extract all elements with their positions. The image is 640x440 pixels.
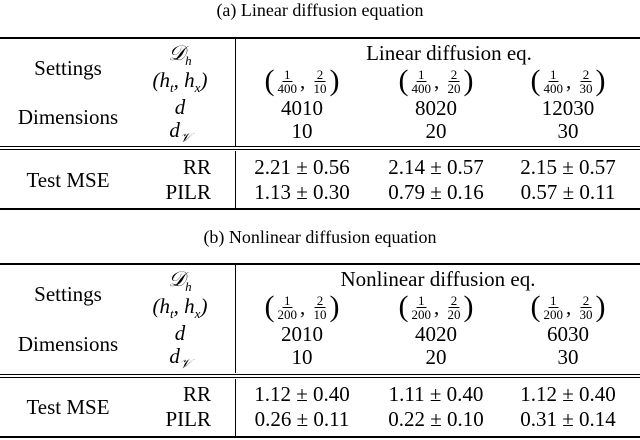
table-b-dimensions-label: Dimensions bbox=[17, 332, 119, 356]
table-a-vertical-rule bbox=[235, 39, 236, 147]
table-a-sym-d: d bbox=[174, 95, 186, 119]
table-a-pilr-col-2: 0.79 ± 0.16 bbox=[388, 180, 484, 204]
table-b-sym-hthx: (ht, hx) bbox=[152, 294, 208, 322]
table-b-col-3-dV: 30 bbox=[557, 345, 579, 369]
table-b-top-rule bbox=[0, 263, 640, 265]
table-b-sym-D: 𝒟h bbox=[168, 267, 192, 295]
table-b-col-1-step: (1 200, 2 10) bbox=[264, 290, 340, 323]
table-b-sym-dV: d𝒱 bbox=[169, 344, 191, 372]
table-b-sym-d: d bbox=[174, 321, 186, 345]
table-a-mid-rule-2 bbox=[0, 149, 640, 150]
table-b-caption: (b) Nonlinear diffusion equation bbox=[203, 227, 437, 247]
table-a-col-1-d: 4010 bbox=[281, 96, 323, 120]
table-b-pilr-col-1: 0.26 ± 0.11 bbox=[254, 407, 350, 431]
table-a-mid-rule-1 bbox=[0, 146, 640, 147]
table-b-col-2-d: 4020 bbox=[415, 322, 457, 346]
table-b-column-title: Nonlinear diffusion eq. bbox=[340, 267, 536, 291]
table-a-col-2-d: 8020 bbox=[415, 96, 457, 120]
table-a-dimensions-label: Dimensions bbox=[17, 105, 119, 129]
table-b-settings-label: Settings bbox=[34, 282, 102, 306]
table-a-method-pilr: PILR bbox=[165, 180, 211, 204]
table-b-col-3-step: (1 200, 2 30) bbox=[530, 290, 606, 323]
table-b-rr-col-3: 1.12 ± 0.40 bbox=[520, 382, 616, 406]
table-a-col-2-dV: 20 bbox=[425, 119, 447, 143]
table-b-mid-rule-1 bbox=[0, 374, 640, 375]
table-b-bottom-rule bbox=[0, 436, 640, 438]
table-a-col-3-dV: 30 bbox=[557, 119, 579, 143]
table-a-column-title: Linear diffusion eq. bbox=[366, 41, 532, 65]
table-a-vertical-rule-body bbox=[235, 151, 236, 209]
table-a-sym-D: 𝒟h bbox=[168, 41, 192, 69]
table-b-col-1-d: 2010 bbox=[281, 322, 323, 346]
table-b-col-2-step: (1 200, 2 20) bbox=[398, 290, 474, 323]
table-b-col-2-dV: 20 bbox=[425, 345, 447, 369]
table-b-col-1-dV: 10 bbox=[291, 345, 313, 369]
table-b-rr-col-2: 1.11 ± 0.40 bbox=[388, 382, 484, 406]
table-a-rr-col-3: 2.15 ± 0.57 bbox=[520, 155, 616, 179]
table-b-pilr-col-3: 0.31 ± 0.14 bbox=[520, 407, 616, 431]
table-b-pilr-col-2: 0.22 ± 0.10 bbox=[388, 407, 484, 431]
table-a-col-1-step: (1 400, 2 10) bbox=[264, 64, 340, 97]
table-b-rr-col-1: 1.12 ± 0.40 bbox=[254, 382, 350, 406]
table-b-vertical-rule bbox=[235, 265, 236, 373]
table-a-bottom-rule bbox=[0, 208, 640, 210]
table-a-pilr-col-3: 0.57 ± 0.11 bbox=[520, 180, 616, 204]
table-a-settings-label: Settings bbox=[34, 56, 102, 80]
table-b-vertical-rule-body bbox=[235, 379, 236, 437]
table-a-col-3-step: (1 400, 2 30) bbox=[530, 64, 606, 97]
table-a-rr-col-2: 2.14 ± 0.57 bbox=[388, 155, 484, 179]
table-a-rr-col-1: 2.21 ± 0.56 bbox=[254, 155, 350, 179]
table-a-top-rule bbox=[0, 37, 640, 39]
table-a-metric-label: Test MSE bbox=[26, 168, 110, 192]
table-b-mid-rule-2 bbox=[0, 377, 640, 378]
table-a-method-rr: RR bbox=[182, 155, 211, 179]
table-a-col-2-step: (1 400, 2 20) bbox=[398, 64, 474, 97]
table-a-sym-hthx: (ht, hx) bbox=[152, 68, 208, 96]
table-b-metric-label: Test MSE bbox=[26, 395, 110, 419]
table-b-method-rr: RR bbox=[182, 382, 211, 406]
table-a-col-1-dV: 10 bbox=[291, 119, 313, 143]
table-a-pilr-col-1: 1.13 ± 0.30 bbox=[254, 180, 350, 204]
table-b-col-3-d: 6030 bbox=[547, 322, 589, 346]
table-b-method-pilr: PILR bbox=[165, 407, 211, 431]
table-a-col-3-d: 12030 bbox=[541, 96, 595, 120]
table-a-caption: (a) Linear diffusion equation bbox=[216, 0, 424, 20]
table-a-sym-dV: d𝒱 bbox=[169, 118, 191, 146]
